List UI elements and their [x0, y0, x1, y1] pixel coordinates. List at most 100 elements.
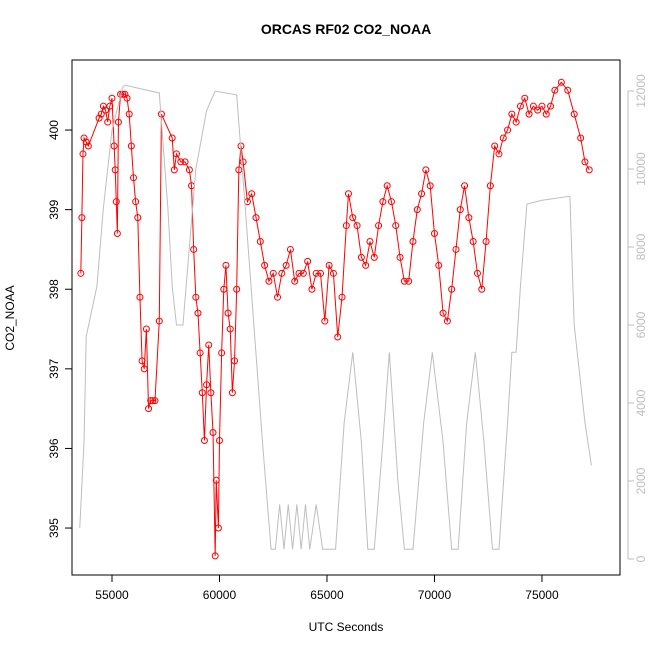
data-point: [231, 357, 239, 365]
data-point: [400, 277, 408, 285]
data-point: [392, 222, 400, 230]
data-point: [452, 245, 460, 253]
data-point: [104, 118, 112, 126]
data-point: [542, 110, 550, 118]
data-point: [84, 142, 92, 150]
data-point: [149, 397, 157, 405]
data-point: [170, 166, 178, 174]
data-point: [207, 389, 215, 397]
data-point: [145, 405, 153, 413]
data-point: [321, 317, 329, 325]
data-point: [396, 253, 404, 261]
data-point: [491, 142, 499, 150]
series-line: [79, 84, 592, 550]
data-point: [226, 325, 234, 333]
data-point: [106, 102, 114, 110]
data-point: [265, 277, 273, 285]
data-point: [132, 198, 140, 206]
y2-tick-label: 12000: [634, 74, 648, 108]
plot-box: [71, 59, 621, 576]
data-point: [252, 214, 260, 222]
data-point: [151, 397, 159, 405]
data-point: [482, 237, 490, 245]
data-point: [557, 78, 565, 86]
data-point: [125, 110, 133, 118]
data-point: [534, 106, 542, 114]
data-point: [114, 118, 122, 126]
x-tick-label: 55000: [95, 588, 129, 602]
data-point: [147, 397, 155, 405]
data-point: [304, 257, 312, 265]
data-point: [205, 341, 213, 349]
data-point: [127, 142, 135, 150]
data-point: [383, 182, 391, 190]
data-point: [473, 269, 481, 277]
data-point: [212, 476, 220, 484]
data-point: [405, 277, 413, 285]
data-point: [155, 317, 163, 325]
data-point: [581, 158, 589, 166]
y2-tick-label: 0: [634, 555, 648, 562]
data-point: [456, 206, 464, 214]
data-point: [508, 110, 516, 118]
data-point: [123, 94, 131, 102]
data-point: [218, 349, 226, 357]
data-point: [585, 166, 593, 174]
data-point: [422, 166, 430, 174]
data-point: [547, 102, 555, 110]
data-point: [512, 118, 520, 126]
data-point: [172, 150, 180, 158]
data-point: [256, 237, 264, 245]
data-point: [79, 150, 87, 158]
data-point: [349, 214, 357, 222]
data-point: [353, 222, 361, 230]
data-point: [525, 110, 533, 118]
data-point: [564, 86, 572, 94]
data-point: [95, 114, 103, 122]
data-point: [215, 436, 223, 444]
y2-tick-label: 8000: [634, 233, 648, 260]
data-point: [551, 86, 559, 94]
data-point: [97, 110, 105, 118]
data-point: [200, 436, 208, 444]
y-tick-label: 395: [47, 518, 61, 538]
data-point: [329, 269, 337, 277]
data-point: [465, 214, 473, 222]
data-point: [224, 309, 232, 317]
y2-tick-label: 2000: [634, 467, 648, 494]
data-point: [317, 269, 325, 277]
chart-title: ORCAS RF02 CO2_NOAA: [261, 21, 431, 37]
data-point: [299, 269, 307, 277]
x-tick-label: 70000: [418, 588, 452, 602]
data-point: [239, 158, 247, 166]
data-point: [286, 245, 294, 253]
data-point: [291, 277, 299, 285]
data-point: [140, 365, 148, 373]
data-point: [413, 206, 421, 214]
data-point: [504, 126, 512, 134]
data-point: [129, 174, 137, 182]
data-point: [375, 222, 383, 230]
data-point: [357, 253, 365, 261]
y2-tick-label: 4000: [634, 389, 648, 416]
data-point: [138, 357, 146, 365]
data-point: [366, 237, 374, 245]
data-point: [185, 166, 193, 174]
data-point: [418, 190, 426, 198]
data-point: [409, 237, 417, 245]
data-point: [220, 285, 228, 293]
data-point: [112, 198, 120, 206]
data-point: [325, 261, 333, 269]
data-point: [478, 285, 486, 293]
data-point: [181, 158, 189, 166]
data-point: [370, 253, 378, 261]
y2-tick-label: 6000: [634, 311, 648, 338]
y-axis-label: CO2_NOAA: [3, 285, 17, 350]
data-point: [190, 245, 198, 253]
data-point: [435, 261, 443, 269]
data-point: [499, 134, 507, 142]
data-point: [196, 349, 204, 357]
x-tick-label: 60000: [203, 588, 237, 602]
data-point: [379, 198, 387, 206]
